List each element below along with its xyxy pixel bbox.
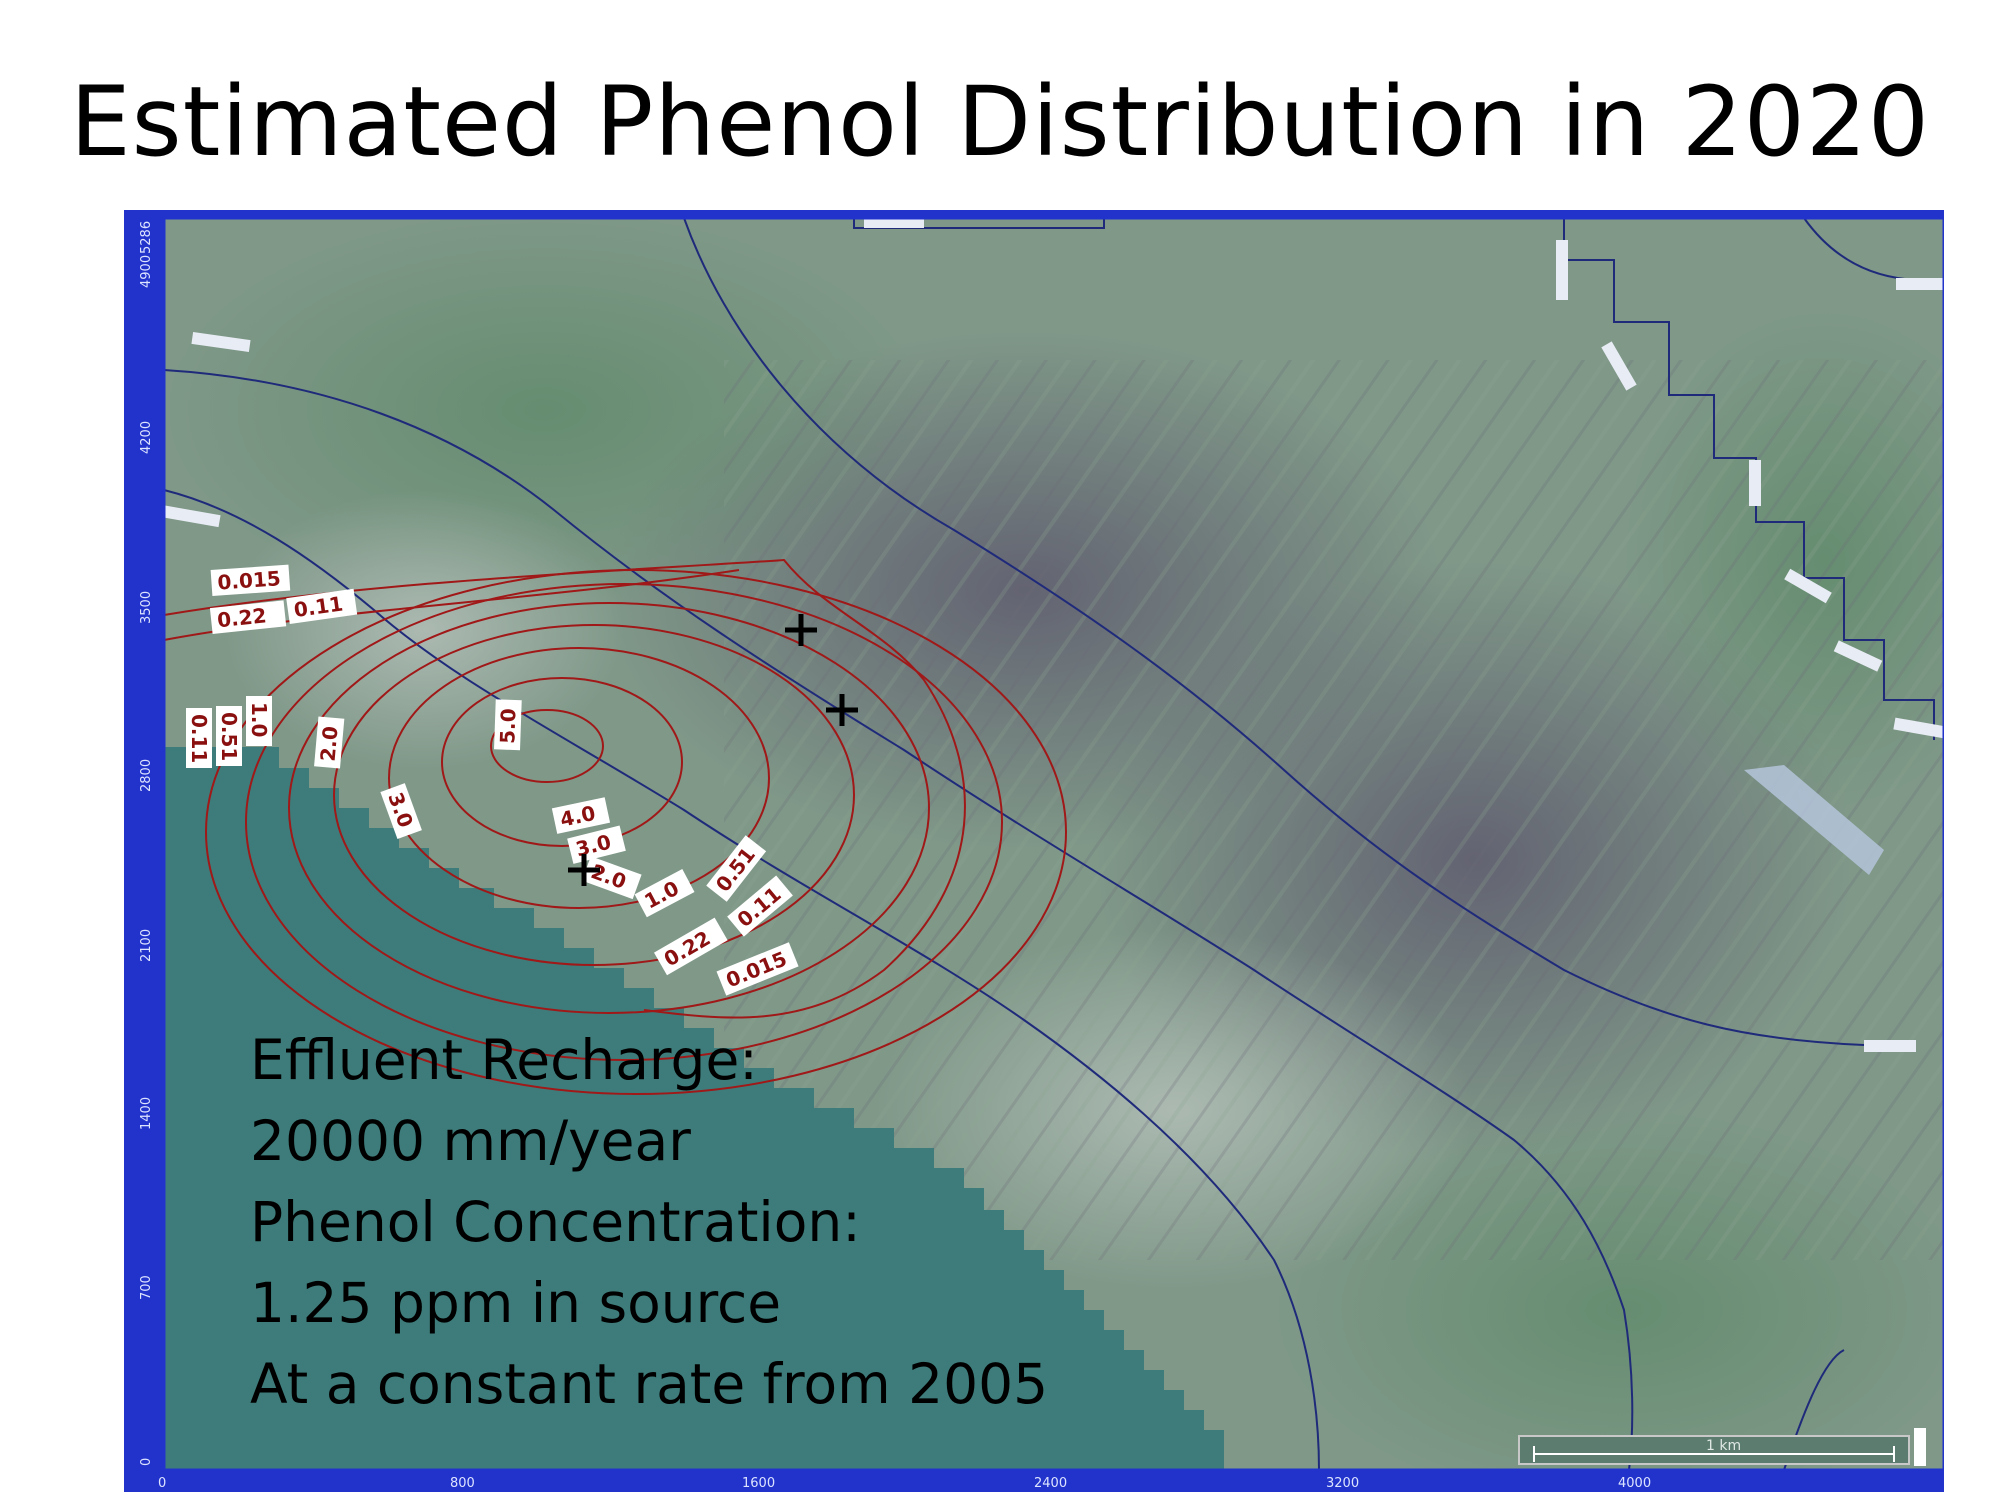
contour-label: 0.51 xyxy=(217,712,241,761)
scale-bar-label: 1 km xyxy=(1706,1438,1741,1454)
recharge-label: Effluent Recharge: xyxy=(250,1028,758,1092)
x-tick-label: 1600 xyxy=(742,1476,775,1491)
y-tick-label: 5286 xyxy=(139,221,154,254)
slide-title: Estimated Phenol Distribution in 2020 xyxy=(70,66,1930,178)
concentration-value: 1.25 ppm in source xyxy=(250,1271,782,1335)
model-map: 0.015 0.11 0.22 0.11 0.51 1.0 2.0 3.0 5.… xyxy=(124,210,2000,1500)
rate-note: At a constant rate from 2005 xyxy=(250,1352,1049,1416)
contour-label: 5.0 xyxy=(495,708,520,744)
x-tick-label: 0 xyxy=(158,1476,166,1491)
y-tick-label: 3500 xyxy=(139,591,154,624)
y-tick-label: 2100 xyxy=(139,929,154,962)
well-marker-3 xyxy=(568,854,600,886)
x-tick-label: 800 xyxy=(450,1476,475,1491)
aerial-image xyxy=(164,210,2000,1500)
x-tick-label: 4000 xyxy=(1618,1476,1651,1491)
well-marker-2 xyxy=(826,694,858,726)
y-tick-label: 700 xyxy=(139,1275,154,1300)
model-parameters-text: Effluent Recharge: 20000 mm/year Phenol … xyxy=(250,1020,1048,1425)
y-axis-ticks: 0 700 1400 2100 2800 3500 4200 4900 5286 xyxy=(139,221,154,1466)
y-tick-label: 0 xyxy=(139,1458,154,1466)
x-tick-label: 2400 xyxy=(1034,1476,1067,1491)
contour-label: 2.0 xyxy=(316,725,343,762)
contour-label: 0.22 xyxy=(216,603,268,632)
y-tick-label: 4900 xyxy=(139,255,154,288)
inactive-zone xyxy=(164,747,1224,1470)
y-tick-label: 1400 xyxy=(139,1097,154,1130)
contour-label: 0.015 xyxy=(217,566,282,594)
well-marker-1 xyxy=(785,614,817,646)
map-canvas: 0.015 0.11 0.22 0.11 0.51 1.0 2.0 3.0 5.… xyxy=(124,210,2000,1500)
y-tick-label: 4200 xyxy=(139,421,154,454)
scale-bar: 1 km xyxy=(1518,1428,1926,1466)
head-contours xyxy=(163,217,1935,1471)
recharge-value: 20000 mm/year xyxy=(250,1109,691,1173)
source-well-markers xyxy=(568,614,858,886)
contour-label: 0.11 xyxy=(187,714,211,763)
contour-label: 1.0 xyxy=(247,702,271,737)
contour-label-group: 0.015 0.11 0.22 0.11 0.51 1.0 2.0 3.0 5.… xyxy=(186,564,799,996)
phenol-contours xyxy=(163,558,1067,1095)
x-axis-ticks: 0 800 1600 2400 3200 4000 xyxy=(158,1476,1651,1491)
concentration-label: Phenol Concentration: xyxy=(250,1190,861,1254)
y-tick-label: 2800 xyxy=(139,759,154,792)
x-tick-label: 3200 xyxy=(1326,1476,1359,1491)
